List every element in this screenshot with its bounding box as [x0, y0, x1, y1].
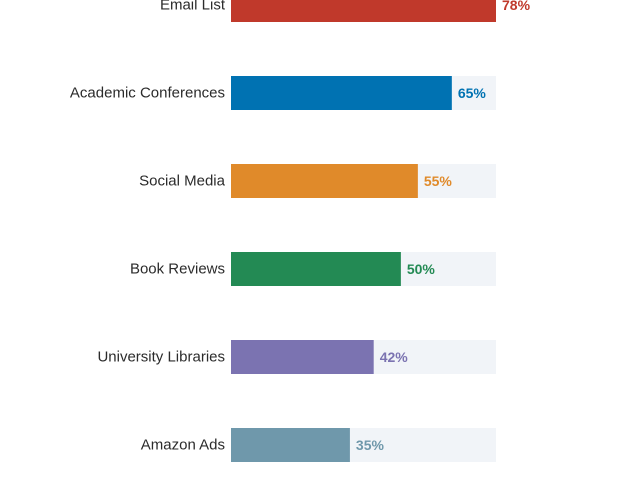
- bar: [231, 76, 452, 110]
- value-label: 78%: [502, 0, 531, 13]
- value-label: 42%: [380, 349, 409, 365]
- bar: [231, 0, 496, 22]
- category-label: Email List: [160, 0, 226, 14]
- category-label: Social Media: [139, 173, 226, 190]
- category-label: Book Reviews: [130, 261, 225, 278]
- value-label: 35%: [356, 437, 385, 453]
- bar: [231, 164, 418, 198]
- bar: [231, 252, 401, 286]
- bar: [231, 428, 350, 462]
- category-label: Academic Conferences: [70, 85, 225, 102]
- value-label: 55%: [424, 173, 453, 189]
- value-label: 50%: [407, 261, 436, 277]
- bar: [231, 340, 374, 374]
- bar-rows: Email List 78% Academic Conferences 65% Soci…: [70, 0, 531, 462]
- category-label: Amazon Ads: [141, 437, 225, 454]
- value-label: 65%: [458, 85, 487, 101]
- category-label: University Libraries: [97, 349, 225, 366]
